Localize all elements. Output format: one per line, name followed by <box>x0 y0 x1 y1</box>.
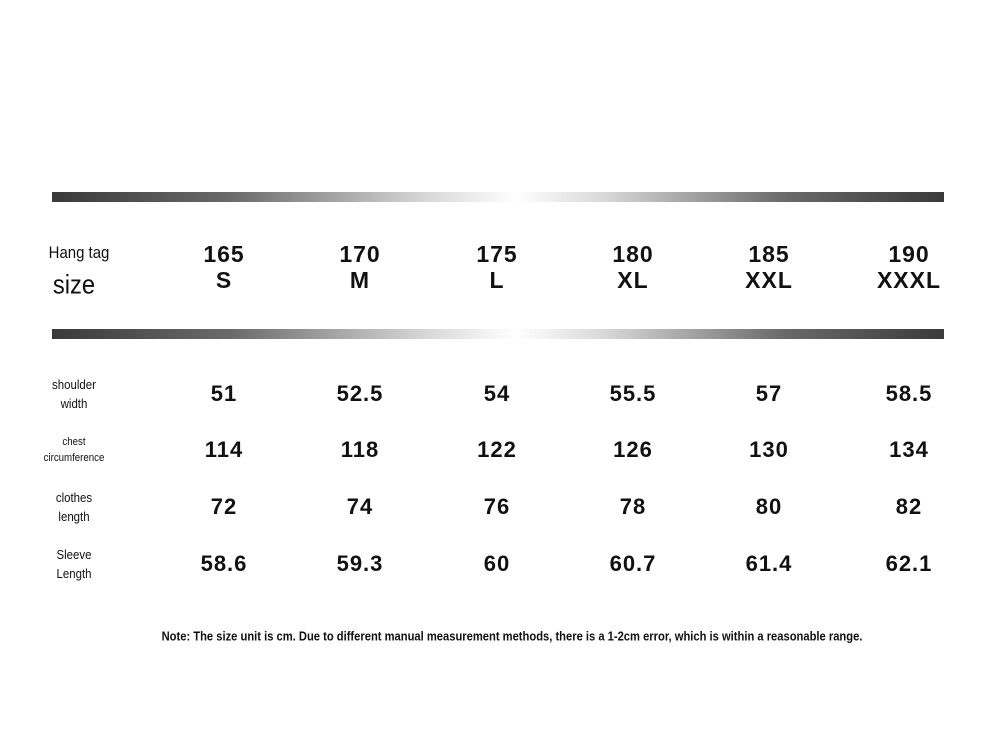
column-size: S <box>215 267 233 293</box>
cell-value: 80 <box>755 494 783 519</box>
divider-bar <box>52 192 944 202</box>
cell-value: 130 <box>749 437 789 462</box>
row-label: shoulder <box>52 376 96 392</box>
header-label: Hang tag <box>48 243 110 262</box>
cell-value: 78 <box>619 494 647 519</box>
row-label: clothes <box>55 489 93 505</box>
column-height: 175 <box>476 241 518 267</box>
row-label: chest <box>62 436 86 448</box>
cell-value: 61.4 <box>745 551 793 576</box>
column-size: XL <box>617 267 649 293</box>
cell-value: 118 <box>340 437 380 462</box>
cell-value: 59.3 <box>336 551 384 576</box>
cell-value: 126 <box>613 437 653 462</box>
cell-value: 74 <box>346 494 374 519</box>
cell-value: 114 <box>204 437 244 462</box>
row-label: width <box>60 395 88 411</box>
cell-value: 60 <box>483 551 511 576</box>
cell-value: 54 <box>483 381 511 406</box>
column-height: 170 <box>339 241 381 267</box>
cell-value: 58.6 <box>200 551 248 576</box>
cell-value: 52.5 <box>336 381 384 406</box>
column-height: 185 <box>748 241 790 267</box>
row-label: circumference <box>43 452 105 464</box>
column-height: 165 <box>203 241 245 267</box>
cell-value: 57 <box>755 381 783 406</box>
column-size: L <box>489 267 505 293</box>
cell-value: 58.5 <box>885 381 933 406</box>
column-size: XXL <box>745 267 793 293</box>
row-label: Sleeve <box>56 546 92 562</box>
divider-bar <box>52 329 944 339</box>
column-size: XXXL <box>876 267 942 293</box>
cell-value: 51 <box>210 381 238 406</box>
cell-value: 76 <box>483 494 511 519</box>
cell-value: 72 <box>210 494 238 519</box>
note: Note: The size unit is cm. Due to differ… <box>161 628 863 644</box>
header-label: size <box>52 269 96 300</box>
column-height: 180 <box>612 241 654 267</box>
cell-value: 60.7 <box>609 551 657 576</box>
cell-value: 62.1 <box>885 551 933 576</box>
cell-value: 82 <box>895 494 923 519</box>
cell-value: 55.5 <box>609 381 657 406</box>
column-height: 190 <box>888 241 930 267</box>
column-size: M <box>349 267 371 293</box>
row-label: length <box>58 508 90 524</box>
cell-value: 122 <box>477 437 517 462</box>
cell-value: 134 <box>889 437 929 462</box>
row-label: Length <box>56 565 92 581</box>
